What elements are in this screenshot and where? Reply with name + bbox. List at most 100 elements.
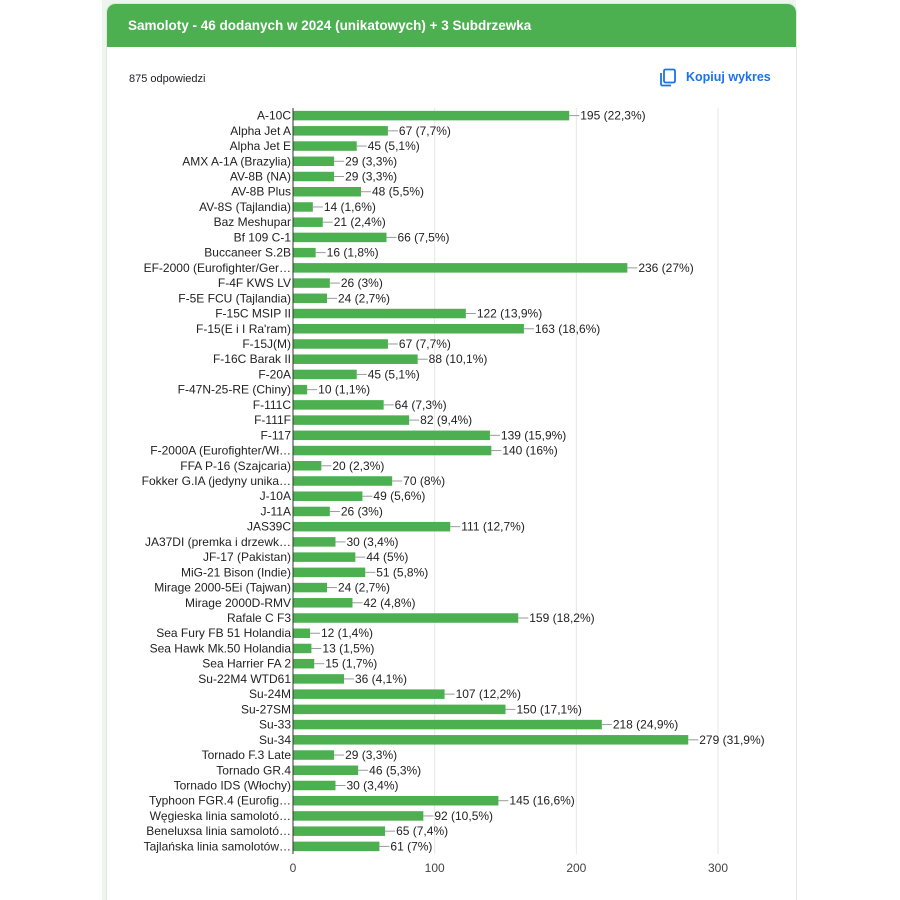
category-label: J-11A	[261, 504, 291, 518]
value-label: 42 (4,8%)	[364, 596, 416, 610]
bar	[293, 719, 602, 730]
value-label: 107 (12,2%)	[456, 687, 521, 701]
value-label: 10 (1,1%)	[318, 383, 370, 397]
category-label: Buccaneer S.2B	[204, 246, 291, 260]
value-label: 65 (7,4%)	[396, 824, 448, 838]
category-label: Su-27SM	[241, 702, 291, 716]
value-label: 24 (2,7%)	[338, 291, 390, 305]
copy-icon	[658, 67, 678, 87]
bar	[293, 110, 570, 121]
category-label: Typhoon FGR.4 (Eurofig…	[149, 794, 291, 808]
value-label: 49 (5,6%)	[373, 489, 425, 503]
bar	[293, 126, 388, 136]
bar	[293, 735, 689, 745]
category-label: F-2000A (Eurofighter/Wł…	[150, 444, 291, 458]
category-label: Alpha Jet E	[230, 139, 291, 153]
category-label: FFA P-16 (Szajcaria)	[180, 459, 291, 473]
category-label: JAS39C	[247, 520, 291, 534]
category-label: Mirage 2000-5Ei (Tajwan)	[154, 581, 291, 595]
bar	[293, 430, 490, 441]
value-label: 51 (5,8%)	[376, 565, 428, 579]
value-label: 279 (31,9%)	[699, 733, 764, 747]
bar	[293, 704, 506, 715]
value-label: 48 (5,5%)	[372, 185, 424, 199]
value-label: 82 (9,4%)	[420, 413, 472, 427]
category-label: F-16C Barak II	[213, 352, 291, 366]
bar	[293, 339, 388, 349]
value-label: 26 (3%)	[341, 504, 383, 518]
category-label: Fokker G.IA (jedyny unika…	[142, 474, 291, 488]
value-label: 67 (7,7%)	[399, 337, 451, 351]
bar	[293, 202, 313, 212]
value-label: 236 (27%)	[638, 261, 693, 275]
value-label: 44 (5%)	[366, 550, 408, 564]
bar	[293, 491, 363, 501]
bar	[293, 369, 357, 380]
value-label: 139 (15,9%)	[501, 428, 566, 442]
bar	[293, 217, 323, 227]
bar	[293, 795, 499, 806]
copy-chart-label: Kopiuj wykres	[686, 70, 771, 84]
value-label: 64 (7,3%)	[395, 398, 447, 412]
value-label: 29 (3,3%)	[345, 748, 397, 762]
bar	[293, 324, 524, 334]
value-label: 67 (7,7%)	[399, 124, 451, 138]
category-label: AV-8S (Tajlandia)	[199, 200, 291, 214]
value-label: 29 (3,3%)	[345, 154, 397, 168]
value-label: 122 (13,9%)	[477, 307, 542, 321]
category-label: Tajlańska linia samolotów…	[144, 839, 291, 853]
value-label: 88 (10,1%)	[429, 352, 488, 366]
value-label: 13 (1,5%)	[322, 641, 374, 655]
bar	[293, 247, 316, 258]
category-label: Mirage 2000D-RMV	[185, 596, 291, 610]
bar	[293, 506, 330, 517]
category-label: Węgieska linia samolotó…	[150, 809, 291, 823]
question-title: Samoloty - 46 dodanych w 2024 (unikatowy…	[128, 18, 532, 33]
bar	[293, 689, 445, 699]
bar	[293, 263, 628, 273]
value-label: 195 (22,3%)	[580, 109, 645, 123]
category-label: Sea Fury FB 51 Holandia	[156, 626, 291, 640]
category-label: Tornado F.3 Late	[202, 748, 292, 762]
bar	[293, 415, 410, 425]
category-label: Baz Meshupar	[214, 215, 291, 229]
category-label: AMX A-1A (Brazylia)	[182, 154, 291, 168]
x-tick-label: 0	[290, 861, 297, 875]
value-label: 150 (17,1%)	[517, 702, 582, 716]
category-label: Sea Hawk Mk.50 Holandia	[150, 641, 292, 655]
bar	[293, 171, 335, 182]
category-label: F-15(E i I Ra'ram)	[196, 322, 291, 336]
category-label: Beneluxsa linia samolotó…	[146, 824, 291, 838]
bar	[293, 293, 327, 304]
bar	[293, 521, 451, 532]
bar	[293, 354, 418, 364]
category-label: Su-34	[259, 733, 291, 747]
bar	[293, 765, 359, 776]
copy-chart-button[interactable]: Kopiuj wykres	[658, 64, 771, 90]
bar	[293, 141, 357, 151]
value-label: 14 (1,6%)	[324, 200, 376, 214]
bar	[293, 567, 366, 578]
value-label: 26 (3%)	[341, 276, 383, 290]
category-label: Su-22M4 WTD61	[198, 672, 291, 686]
category-label: A-10C	[257, 109, 291, 123]
bar	[293, 750, 335, 760]
bar	[293, 582, 327, 593]
bar	[293, 628, 310, 638]
bar	[293, 461, 322, 471]
bar	[293, 232, 387, 243]
value-label: 21 (2,4%)	[334, 215, 386, 229]
value-label: 111 (12,7%)	[461, 520, 525, 534]
category-label: EF-2000 (Eurofighter/Ger…	[144, 261, 291, 275]
category-label: F-111C	[253, 398, 292, 412]
value-label: 15 (1,7%)	[325, 657, 377, 671]
category-label: Alpha Jet A	[230, 124, 291, 138]
bar	[293, 643, 312, 654]
value-label: 30 (3,4%)	[347, 535, 399, 549]
bar	[293, 826, 386, 836]
category-label: AV-8B Plus	[231, 185, 291, 199]
category-label: F-47N-25-RE (Chiny)	[178, 383, 291, 397]
category-label: Rafale C F3	[227, 611, 291, 625]
value-label: 159 (18,2%)	[529, 611, 594, 625]
